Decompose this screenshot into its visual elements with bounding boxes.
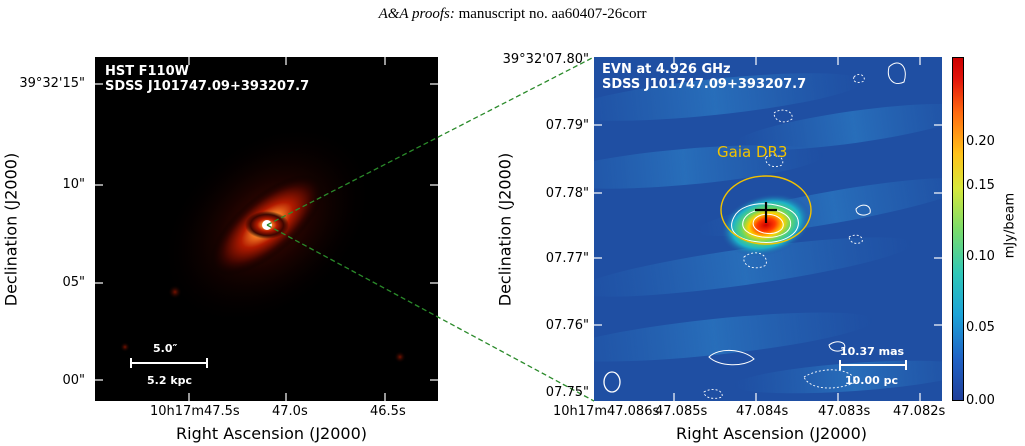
evn-xlabel: Right Ascension (J2000): [676, 424, 867, 443]
manuscript-id: manuscript no. aa60407-26corr: [458, 6, 647, 22]
hst-filter-label: HST F110W: [105, 64, 189, 79]
hst-scale-angular: 5.0″: [153, 342, 178, 355]
hst-title: HST F110W SDSS J101747.09+393207.7: [105, 64, 309, 94]
hst-scale-physical: 5.2 kpc: [147, 374, 193, 387]
evn-xtick-3: 47.083s: [818, 404, 871, 419]
hst-ylabel: Declination (J2000): [1, 152, 21, 307]
evn-ytick-2: 07.78": [545, 186, 589, 201]
journal-name: A&A proofs:: [378, 6, 455, 22]
evn-ylabel: Declination (J2000): [495, 152, 515, 307]
evn-title: EVN at 4.926 GHz SDSS J101747.09+393207.…: [602, 62, 806, 92]
beam-ellipse: [603, 371, 621, 393]
hst-ytick-2: 05": [62, 275, 85, 290]
hst-xtick-0: 10h17m47.5s: [150, 404, 240, 419]
page-header: A&A proofs: manuscript no. aa60407-26cor…: [0, 6, 1025, 23]
evn-image: [594, 57, 942, 401]
evn-xtick-0: 10h17m47.086s: [553, 404, 660, 419]
colorbar: [952, 57, 964, 401]
colorbar-tick-0: 0.20: [966, 134, 995, 149]
hst-ytick-1: 10": [62, 177, 85, 192]
colorbar-tick-3: 0.05: [966, 320, 995, 335]
evn-ytick-0: 39°32'07.80": [502, 52, 589, 67]
hst-source-label: SDSS J101747.09+393207.7: [105, 79, 310, 94]
hst-image-panel: HST F110W SDSS J101747.09+393207.7 5.0″ …: [95, 57, 438, 401]
gaia-error-ellipse: [720, 175, 812, 245]
hst-ytick-3: 00": [62, 373, 85, 388]
evn-scale-angular: 10.37 mas: [840, 345, 905, 358]
colorbar-tick-2: 0.10: [966, 249, 995, 264]
hst-ytick-0: 39°32'15": [19, 76, 85, 91]
hst-xtick-2: 46.5s: [370, 404, 406, 419]
evn-source-label: SDSS J101747.09+393207.7: [602, 77, 807, 92]
evn-ytick-4: 07.76": [545, 318, 589, 333]
evn-ytick-3: 07.77": [545, 251, 589, 266]
colorbar-label: mJy/beam: [1002, 192, 1018, 259]
gaia-label: Gaia DR3: [717, 143, 788, 161]
evn-xtick-1: 47.085s: [655, 404, 708, 419]
colorbar-tick-1: 0.15: [966, 178, 995, 193]
evn-frequency-label: EVN at 4.926 GHz: [602, 62, 731, 77]
hst-xtick-1: 47.0s: [272, 404, 308, 419]
evn-scale-physical: 10.00 pc: [845, 374, 899, 387]
evn-xtick-4: 47.082s: [893, 404, 946, 419]
evn-ytick-5: 07.75": [545, 385, 589, 400]
evn-ytick-1: 07.79": [545, 118, 589, 133]
hst-xlabel: Right Ascension (J2000): [176, 424, 367, 443]
evn-xtick-2: 47.084s: [736, 404, 789, 419]
colorbar-tick-4: 0.00: [966, 393, 995, 408]
hst-image: [95, 57, 438, 401]
evn-image-panel: EVN at 4.926 GHz SDSS J101747.09+393207.…: [594, 57, 942, 401]
